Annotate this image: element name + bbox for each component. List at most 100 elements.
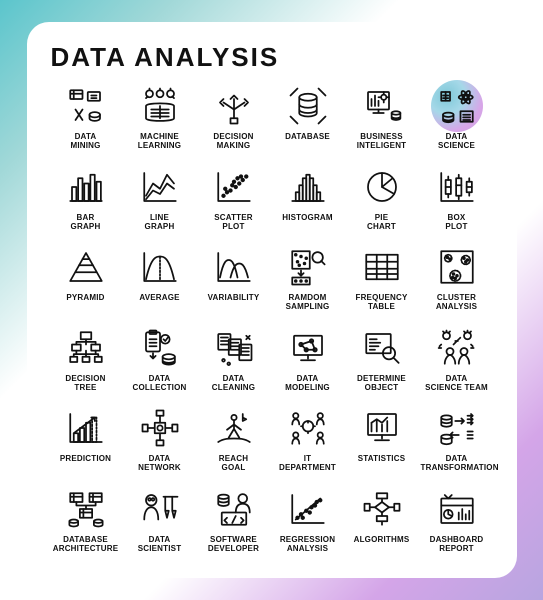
reach-goal-icon	[211, 405, 257, 451]
icon-cell-data-modeling: DATAMODELING	[273, 325, 343, 400]
icon-label: RAMDOMSAMPLING	[286, 293, 330, 311]
it-department-icon	[285, 405, 331, 451]
algorithms-icon	[359, 486, 405, 532]
icon-label: DETERMINEOBJECT	[357, 374, 406, 392]
icon-cell-histogram: HISTOGRAM	[273, 164, 343, 239]
icon-label: DATAMINING	[70, 132, 100, 150]
icon-label: DATACOLLECTION	[133, 374, 187, 392]
icon-cell-cluster-analysis: CLUSTERANALYSIS	[421, 244, 493, 319]
icon-label: DATABASEARCHITECTURE	[53, 535, 119, 553]
icon-cell-line-graph: LINEGRAPH	[125, 164, 195, 239]
icon-label: DATATRANSFORMATION	[421, 454, 493, 472]
icon-cell-average: AVERAGE	[125, 244, 195, 319]
icon-cell-pyramid: PYRAMID	[51, 244, 121, 319]
icon-label: DATASCIENCE TEAM	[425, 374, 488, 392]
icon-label: DATAMODELING	[285, 374, 330, 392]
line-graph-icon	[137, 164, 183, 210]
decision-tree-icon	[63, 325, 109, 371]
icon-label: DECISIONTREE	[65, 374, 105, 392]
pyramid-icon	[63, 244, 109, 290]
icon-label: STATISTICS	[358, 454, 405, 463]
determine-object-icon	[359, 325, 405, 371]
icon-label: SCATTERPLOT	[214, 213, 253, 231]
frequency-table-icon	[359, 244, 405, 290]
data-collection-icon	[137, 325, 183, 371]
data-cleaning-icon	[211, 325, 257, 371]
icon-label: BUSINESSINTELIGENT	[357, 132, 407, 150]
icon-cell-data-network: DATANETWORK	[125, 405, 195, 480]
icon-cell-random-sampling: RAMDOMSAMPLING	[273, 244, 343, 319]
icon-cell-reach-goal: REACHGOAL	[199, 405, 269, 480]
business-inteligent-icon	[359, 83, 405, 129]
icon-label: DASHBOARDREPORT	[430, 535, 484, 553]
icon-label: PREDICTION	[60, 454, 111, 463]
icon-label: ALGORITHMS	[354, 535, 410, 544]
icon-cell-pie-chart: PIECHART	[347, 164, 417, 239]
icon-cell-frequency-table: FREQUENCYTABLE	[347, 244, 417, 319]
scatter-plot-icon	[211, 164, 257, 210]
icon-label: BARGRAPH	[71, 213, 101, 231]
icon-cell-data-transformation: DATATRANSFORMATION	[421, 405, 493, 480]
page-title: DATA ANALYSIS	[51, 42, 493, 73]
software-developer-icon	[211, 486, 257, 532]
icon-label: DATABASE	[285, 132, 330, 141]
icon-cell-data-collection: DATACOLLECTION	[125, 325, 195, 400]
histogram-icon	[285, 164, 331, 210]
icon-cell-database-architecture: DATABASEARCHITECTURE	[51, 486, 121, 561]
pie-chart-icon	[359, 164, 405, 210]
regression-analysis-icon	[285, 486, 331, 532]
icon-cell-box-plot: BOXPLOT	[421, 164, 493, 239]
data-modeling-icon	[285, 325, 331, 371]
data-science-team-icon	[434, 325, 480, 371]
icon-cell-software-developer: SOFTWAREDEVELOPER	[199, 486, 269, 561]
icon-label: DATACLEANING	[212, 374, 255, 392]
icon-cell-database: DATABASE	[273, 83, 343, 158]
icon-label: BOXPLOT	[445, 213, 467, 231]
icon-cell-prediction: PREDICTION	[51, 405, 121, 480]
icon-cell-dashboard-report: DASHBOARDREPORT	[421, 486, 493, 561]
statistics-icon	[359, 405, 405, 451]
icon-label: REGRESSIONANALYSIS	[280, 535, 335, 553]
database-icon	[285, 83, 331, 129]
dashboard-report-icon	[434, 486, 480, 532]
data-scientist-icon	[137, 486, 183, 532]
machine-learning-icon	[137, 83, 183, 129]
icon-label: DATASCIENCE	[438, 132, 475, 150]
icon-cell-data-cleaning: DATACLEANING	[199, 325, 269, 400]
data-science-icon	[434, 83, 480, 129]
icon-cell-machine-learning: MACHINELEARNING	[125, 83, 195, 158]
icon-label: PYRAMID	[66, 293, 104, 302]
icon-cell-data-mining: DATAMINING	[51, 83, 121, 158]
icon-cell-data-science-team: DATASCIENCE TEAM	[421, 325, 493, 400]
icon-label: MACHINELEARNING	[138, 132, 181, 150]
icon-cell-data-science: DATASCIENCE	[421, 83, 493, 158]
icon-cell-decision-tree: DECISIONTREE	[51, 325, 121, 400]
cluster-analysis-icon	[434, 244, 480, 290]
icon-cell-decision-making: DECISIONMAKING	[199, 83, 269, 158]
icon-label: AVERAGE	[139, 293, 179, 302]
icon-label: FREQUENCYTABLE	[355, 293, 407, 311]
icon-label: SOFTWAREDEVELOPER	[208, 535, 259, 553]
data-network-icon	[137, 405, 183, 451]
prediction-icon	[63, 405, 109, 451]
icon-cell-regression-analysis: REGRESSIONANALYSIS	[273, 486, 343, 561]
icon-label: DATASCIENTIST	[138, 535, 182, 553]
variability-icon	[211, 244, 257, 290]
decision-making-icon	[211, 83, 257, 129]
icon-label: REACHGOAL	[219, 454, 248, 472]
icon-label: VARIABILITY	[208, 293, 260, 302]
box-plot-icon	[434, 164, 480, 210]
icon-cell-bar-graph: BARGRAPH	[51, 164, 121, 239]
icon-cell-algorithms: ALGORITHMS	[347, 486, 417, 561]
icon-cell-variability: VARIABILITY	[199, 244, 269, 319]
icon-card: DATA ANALYSIS DATAMININGMACHINELEARNINGD…	[27, 22, 517, 578]
icon-label: DATANETWORK	[138, 454, 181, 472]
database-architecture-icon	[63, 486, 109, 532]
icon-cell-it-department: ITDEPARTMENT	[273, 405, 343, 480]
icon-grid: DATAMINING MACHINELEARNING DECISIONMAKING D…	[51, 83, 493, 560]
icon-label: HISTOGRAM	[282, 213, 333, 222]
bar-graph-icon	[63, 164, 109, 210]
random-sampling-icon	[285, 244, 331, 290]
data-transformation-icon	[434, 405, 480, 451]
icon-cell-data-scientist: DATASCIENTIST	[125, 486, 195, 561]
